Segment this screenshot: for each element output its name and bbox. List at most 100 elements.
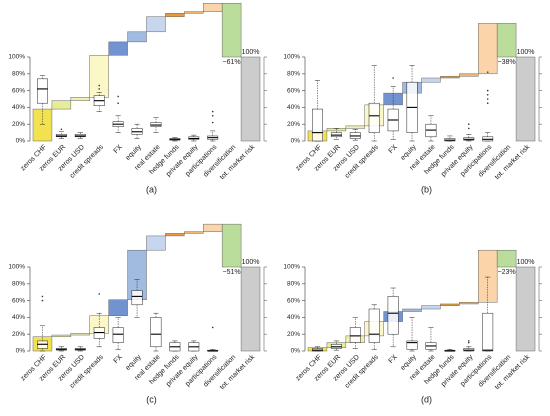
panel-label: (a) bbox=[146, 184, 157, 194]
outlier bbox=[98, 84, 101, 87]
y-tick-label: 80% bbox=[287, 71, 300, 78]
x-tick-label: tot. market risk bbox=[494, 143, 532, 181]
box bbox=[368, 102, 380, 133]
x-tick-label: tot. market risk bbox=[219, 143, 257, 181]
box bbox=[312, 108, 323, 142]
outlier bbox=[467, 123, 470, 125]
waterfall-bar bbox=[108, 299, 128, 316]
outlier bbox=[467, 127, 470, 130]
y-tick-label: 40% bbox=[12, 104, 25, 111]
waterfall-bar bbox=[203, 2, 223, 12]
y-tick-label: 100% bbox=[8, 264, 25, 271]
y-tick-label: 100% bbox=[283, 54, 300, 61]
y-tick-label: 40% bbox=[287, 104, 300, 111]
waterfall-bar bbox=[515, 266, 536, 352]
outlier bbox=[486, 94, 489, 96]
y-tick-label: 20% bbox=[12, 331, 25, 338]
x-tick-label: FX bbox=[113, 354, 125, 366]
box bbox=[112, 327, 124, 343]
y-tick-label: 0% bbox=[291, 138, 301, 145]
total-label: 100% bbox=[242, 259, 260, 266]
total-label: 100% bbox=[517, 259, 535, 266]
box bbox=[131, 290, 143, 306]
x-tick-label: credit spreads bbox=[344, 143, 380, 179]
waterfall-bar bbox=[165, 13, 185, 17]
x-tick-label: credit spreads bbox=[69, 143, 105, 179]
x-tick-label: FX bbox=[388, 144, 400, 156]
outlier bbox=[486, 89, 489, 92]
outlier bbox=[467, 341, 470, 344]
y-tick-label: 0% bbox=[16, 348, 26, 355]
waterfall-bar bbox=[203, 223, 223, 232]
y-tick-label: 40% bbox=[12, 314, 25, 321]
y-tick-label: 60% bbox=[12, 297, 25, 304]
waterfall-bar bbox=[459, 73, 479, 77]
panel-label: (b) bbox=[421, 184, 432, 194]
waterfall-bar bbox=[345, 125, 366, 129]
waterfall-bar bbox=[89, 55, 109, 98]
waterfall-bar bbox=[421, 305, 441, 310]
outlier bbox=[117, 95, 119, 98]
waterfall-bar bbox=[459, 302, 479, 305]
waterfall-bar bbox=[515, 56, 536, 142]
x-tick-label: credit spreads bbox=[69, 353, 105, 389]
x-tick-label: tot. market risk bbox=[494, 353, 532, 391]
outlier bbox=[211, 326, 214, 329]
total-label: 100% bbox=[517, 49, 535, 56]
waterfall-bar bbox=[146, 235, 166, 251]
waterfall-bar bbox=[478, 23, 498, 75]
waterfall-bar bbox=[221, 223, 242, 268]
outlier bbox=[211, 115, 214, 117]
box bbox=[37, 78, 48, 104]
outlier bbox=[467, 340, 470, 342]
outlier bbox=[98, 88, 101, 90]
outlier bbox=[98, 293, 101, 295]
waterfall-bar bbox=[402, 308, 422, 312]
y-tick-label: 20% bbox=[12, 121, 25, 128]
y-tick-label: 80% bbox=[12, 71, 25, 78]
waterfall-bar bbox=[165, 233, 185, 237]
outlier bbox=[486, 102, 489, 104]
y-tick-label: 20% bbox=[287, 331, 300, 338]
y-tick-label: 0% bbox=[291, 348, 301, 355]
waterfall-bar bbox=[496, 23, 517, 58]
box bbox=[349, 327, 361, 343]
waterfall-bar bbox=[421, 77, 441, 83]
outlier bbox=[211, 110, 214, 113]
panel-label: (d) bbox=[421, 394, 432, 404]
waterfall-bar bbox=[240, 266, 261, 352]
y-tick-label: 100% bbox=[283, 264, 300, 271]
box bbox=[482, 312, 494, 352]
box bbox=[150, 317, 162, 348]
waterfall-bar bbox=[440, 303, 460, 306]
x-tick-label: FX bbox=[388, 354, 400, 366]
y-tick-label: 0% bbox=[16, 138, 26, 145]
outlier bbox=[211, 121, 214, 124]
waterfall-bar bbox=[51, 334, 72, 337]
y-tick-label: 80% bbox=[287, 281, 300, 288]
y-tick-label: 60% bbox=[287, 87, 300, 94]
diversification-annotation: ~51% bbox=[223, 269, 241, 276]
waterfall-bar bbox=[70, 333, 91, 336]
x-tick-label: credit spreads bbox=[344, 353, 380, 389]
x-tick-label: FX bbox=[113, 144, 125, 156]
waterfall-bar bbox=[221, 2, 242, 58]
waterfall-bar bbox=[184, 11, 204, 14]
y-tick-label: 60% bbox=[12, 87, 25, 94]
outlier bbox=[486, 71, 489, 73]
waterfall-bar bbox=[240, 56, 261, 142]
outlier bbox=[392, 77, 394, 79]
y-tick-label: 40% bbox=[287, 314, 300, 321]
box bbox=[368, 308, 380, 343]
y-tick-label: 100% bbox=[8, 54, 25, 61]
panel-label: (c) bbox=[146, 394, 157, 404]
total-label: 100% bbox=[242, 49, 260, 56]
waterfall-bar bbox=[146, 16, 166, 33]
waterfall-bar bbox=[108, 41, 128, 56]
x-tick-label: tot. market risk bbox=[219, 353, 257, 391]
